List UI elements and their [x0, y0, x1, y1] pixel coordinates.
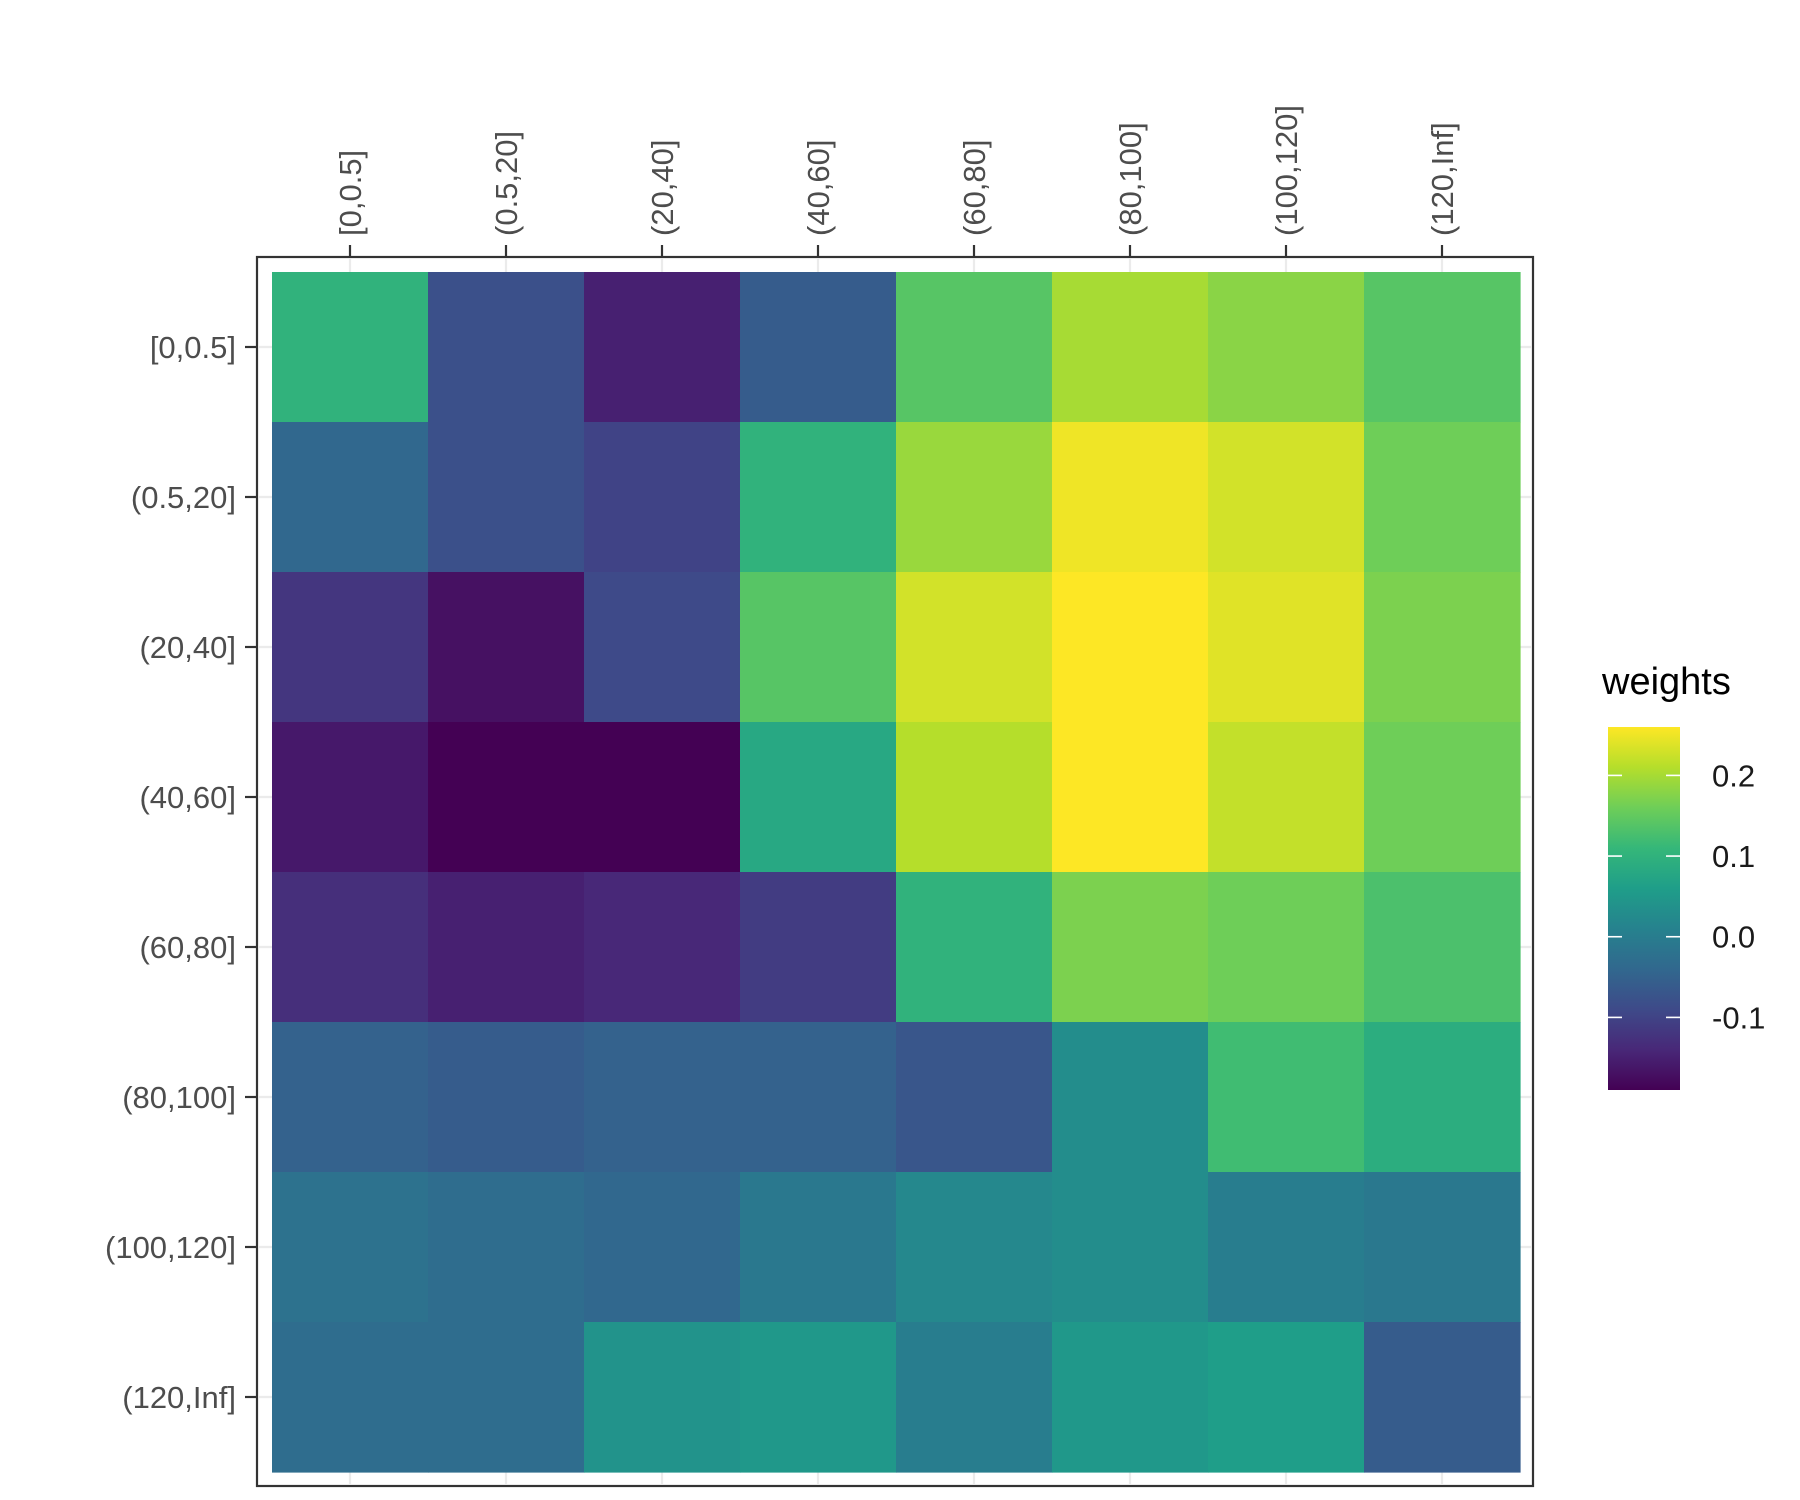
heatmap-cell: [1052, 272, 1209, 423]
heatmap-cell: [740, 572, 897, 723]
heatmap-cell: [740, 722, 897, 873]
y-tick-label: (0.5,20]: [131, 480, 236, 515]
heatmap-cell: [740, 1322, 897, 1473]
heatmap-cell: [1208, 872, 1365, 1023]
y-tick-label: [0,0.5]: [150, 330, 236, 365]
heatmap-cell: [1052, 1172, 1209, 1323]
heatmap-cell: [1052, 1322, 1209, 1473]
y-tick-label: (80,100]: [122, 1080, 236, 1115]
legend-label: -0.1: [1712, 1000, 1765, 1035]
heatmap-cell: [1052, 572, 1209, 723]
heatmap-cell: [428, 1322, 585, 1473]
heatmap-cell: [272, 1022, 429, 1173]
heatmap-cell: [428, 1172, 585, 1323]
x-tick-label: (60,80]: [957, 139, 992, 236]
heatmap-cell: [584, 872, 741, 1023]
heatmap-cell: [740, 872, 897, 1023]
heatmap-cell: [1052, 1022, 1209, 1173]
heatmap-cell: [584, 1172, 741, 1323]
panel-border: [255, 255, 1535, 1488]
heatmap-cell: [740, 1022, 897, 1173]
heatmap-cell: [1208, 1322, 1365, 1473]
heatmap-cell: [428, 872, 585, 1023]
heatmap-cell: [740, 272, 897, 423]
x-tick-label: (40,60]: [801, 139, 836, 236]
heatmap-cell: [896, 872, 1053, 1023]
heatmap-cell: [272, 722, 429, 873]
heatmap-cell: [896, 1172, 1053, 1323]
legend: weights 0.2 0.1 0.0 -0.1: [1601, 661, 1765, 1090]
y-tick-label: (100,120]: [105, 1230, 236, 1265]
heatmap-cell: [272, 572, 429, 723]
heatmap-cell: [896, 1022, 1053, 1173]
heatmap-cell: [1364, 722, 1521, 873]
heatmap-cell: [272, 272, 429, 423]
heatmap-cell: [1208, 572, 1365, 723]
heatmap-cells: [272, 272, 1521, 1473]
heatmap-cell: [428, 272, 585, 423]
heatmap-cell: [428, 422, 585, 573]
x-tick-label: (20,40]: [645, 139, 680, 236]
heatmap-cell: [428, 572, 585, 723]
heatmap-cell: [1364, 1322, 1521, 1473]
heatmap-cell: [896, 272, 1053, 423]
heatmap-cell: [1364, 272, 1521, 423]
heatmap-cell: [1208, 1022, 1365, 1173]
heatmap-cell: [584, 422, 741, 573]
heatmap-cell: [428, 1022, 585, 1173]
x-tick-label: (120,Inf]: [1425, 122, 1460, 236]
y-tick-label: (60,80]: [139, 930, 236, 965]
y-axis: [0,0.5] (0.5,20] (20,40] (40,60] (60,80] (80,…: [105, 330, 257, 1415]
y-tick-label: (120,Inf]: [122, 1380, 236, 1415]
heatmap-cell: [272, 422, 429, 573]
heatmap-cell: [1364, 872, 1521, 1023]
legend-label: 0.1: [1712, 839, 1755, 874]
heatmap-cell: [1052, 872, 1209, 1023]
x-axis: [0,0.5] (0.5,20] (20,40] (40,60] (60,80] (80,…: [333, 105, 1460, 257]
x-tick-label: [0,0.5]: [333, 150, 368, 236]
heatmap-cell: [584, 1022, 741, 1173]
legend-label: 0.0: [1712, 920, 1755, 955]
heatmap-cell: [1364, 1172, 1521, 1323]
x-tick-label: (0.5,20]: [489, 131, 524, 236]
heatmap-cell: [896, 722, 1053, 873]
heatmap-cell: [272, 1322, 429, 1473]
heatmap-cell: [1052, 722, 1209, 873]
heatmap-cell: [740, 422, 897, 573]
heatmap-cell: [584, 722, 741, 873]
heatmap-cell: [584, 1322, 741, 1473]
heatmap-cell: [1364, 1022, 1521, 1173]
x-tick-label: (80,100]: [1113, 122, 1148, 236]
heatmap-cell: [428, 722, 585, 873]
heatmap-cell: [1364, 572, 1521, 723]
heatmap-cell: [1364, 422, 1521, 573]
heatmap-cell: [1208, 722, 1365, 873]
heatmap-cell: [740, 1172, 897, 1323]
y-tick-label: (20,40]: [139, 630, 236, 665]
heatmap-cell: [896, 422, 1053, 573]
heatmap-cell: [1052, 422, 1209, 573]
heatmap-cell: [272, 872, 429, 1023]
legend-colorbar: [1608, 727, 1680, 1090]
y-tick-label: (40,60]: [139, 780, 236, 815]
heatmap-cell: [896, 1322, 1053, 1473]
heatmap-cell: [1208, 272, 1365, 423]
heatmap-cell: [584, 572, 741, 723]
heatmap-cell: [584, 272, 741, 423]
x-tick-label: (100,120]: [1269, 105, 1304, 236]
legend-title: weights: [1601, 661, 1731, 703]
heatmap-cell: [1208, 422, 1365, 573]
heatmap-cell: [896, 572, 1053, 723]
heatmap-cell: [1208, 1172, 1365, 1323]
heatmap-cell: [272, 1172, 429, 1323]
legend-label: 0.2: [1712, 758, 1755, 793]
